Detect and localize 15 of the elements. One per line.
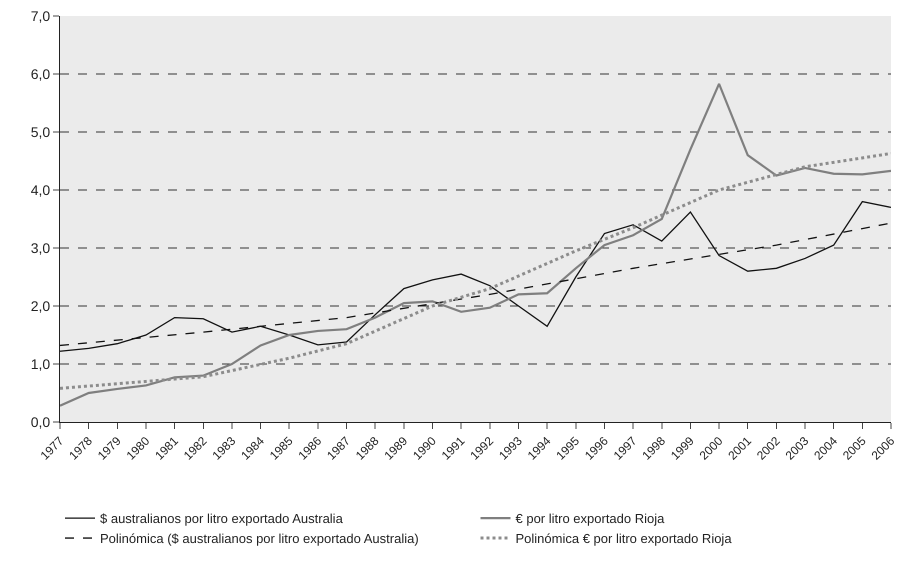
legend-label: $ australianos por litro exportado Australia	[100, 511, 344, 526]
y-tick-label: 1,0	[30, 356, 50, 372]
legend-label: Polinómica € por litro exportado Rioja	[516, 531, 732, 546]
line-series	[60, 200, 891, 352]
y-tick-label: 6,0	[30, 66, 50, 82]
line-series	[60, 152, 891, 390]
line-series	[60, 82, 891, 407]
legend-label: Polinómica ($ australianos por litro exportado Australia)	[100, 531, 419, 546]
y-tick-label: 3,0	[30, 240, 50, 256]
y-tick-label: 5,0	[30, 124, 50, 140]
y-tick-label: 7,0	[30, 8, 50, 24]
y-tick-label: 0,0	[30, 414, 50, 430]
y-tick-label: 2,0	[30, 298, 50, 314]
y-tick-label: 4,0	[30, 182, 50, 198]
legend-label: € por litro exportado Rioja	[516, 511, 666, 526]
